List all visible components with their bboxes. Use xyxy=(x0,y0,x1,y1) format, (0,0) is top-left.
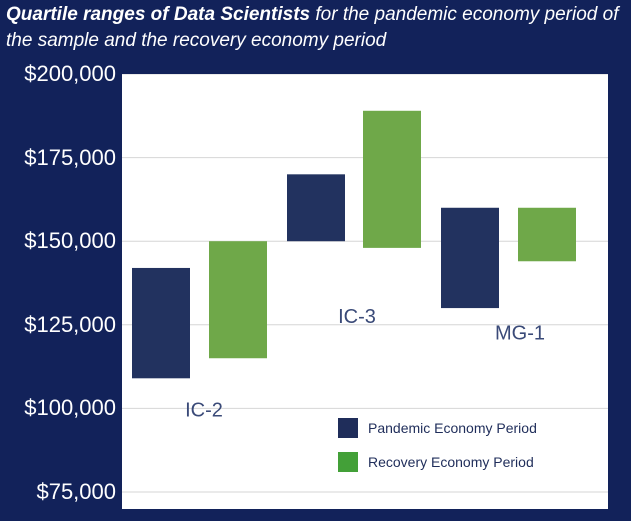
legend-swatch-pandemic xyxy=(338,418,358,438)
chart-title-bold: Quartile ranges of Data Scientists xyxy=(6,4,311,25)
y-tick-label: $175,000 xyxy=(24,144,116,170)
bar-pandemic-mg-1 xyxy=(441,207,499,309)
legend-label-pandemic: Pandemic Economy Period xyxy=(368,420,537,436)
category-label-ic-2: IC-2 xyxy=(185,399,223,421)
bar-pandemic-ic-2 xyxy=(132,267,190,379)
plot-area: IC-2 IC-3 MG-1 Pandemic Economy Period Rec… xyxy=(122,74,608,509)
bar-recovery-mg-1 xyxy=(518,207,576,262)
legend-item-pandemic: Pandemic Economy Period xyxy=(338,418,537,438)
legend-label-recovery: Recovery Economy Period xyxy=(368,454,534,470)
y-tick-label: $125,000 xyxy=(24,311,116,337)
bar-recovery-ic-3 xyxy=(363,110,421,248)
y-tick-label: $200,000 xyxy=(24,61,116,86)
bar-pandemic-ic-3 xyxy=(287,174,345,242)
chart-title-rest: for the pandemic economy period of the s… xyxy=(6,4,619,51)
chart-svg: IC-2 IC-3 MG-1 xyxy=(122,74,608,493)
legend-swatch-recovery xyxy=(338,452,358,472)
y-tick-label: $100,000 xyxy=(24,395,116,421)
category-label-mg-1: MG-1 xyxy=(495,322,545,344)
chart-title: Quartile ranges of Data Scientists for t… xyxy=(6,2,628,54)
legend-item-recovery: Recovery Economy Period xyxy=(338,452,534,472)
category-label-ic-3: IC-3 xyxy=(338,306,376,328)
bar-recovery-ic-2 xyxy=(209,241,267,359)
y-tick-label: $150,000 xyxy=(24,228,116,254)
y-tick-label: $75,000 xyxy=(36,479,116,504)
